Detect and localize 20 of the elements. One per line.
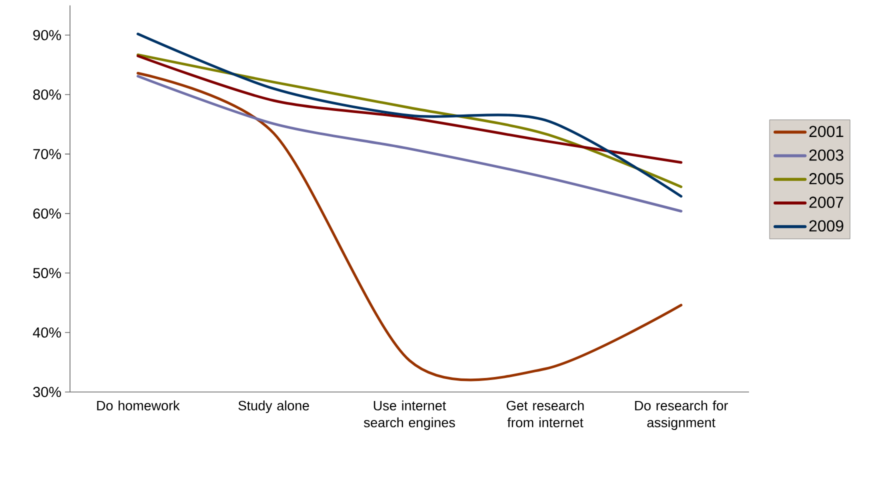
legend-label: 2005: [809, 173, 844, 184]
y-tick-label: 90%: [33, 30, 61, 40]
y-tick-label: 30%: [33, 386, 61, 398]
legend-label: 2007: [809, 196, 844, 208]
line-series: [136, 74, 682, 212]
x-tick-label: Do homework: [97, 400, 180, 410]
y-tick-label: 40%: [32, 327, 61, 338]
y-tick-label: 50%: [33, 268, 61, 278]
x-tick-label: Use internet search engines: [364, 400, 455, 430]
line-series: [136, 32, 682, 198]
legend-label: 2009: [809, 220, 844, 232]
y-tick-label: 60%: [33, 208, 61, 219]
line-series: [136, 54, 682, 164]
legend-label: 2003: [809, 149, 844, 161]
legend-label: 2001: [809, 126, 844, 138]
y-tick-label: 80%: [33, 89, 61, 100]
x-tick-label: Get research from internet: [506, 400, 584, 428]
y-tick-label: 70%: [33, 148, 61, 160]
x-tick-label: Study alone: [238, 400, 309, 414]
x-tick-label: Do research for assignment: [635, 400, 728, 430]
